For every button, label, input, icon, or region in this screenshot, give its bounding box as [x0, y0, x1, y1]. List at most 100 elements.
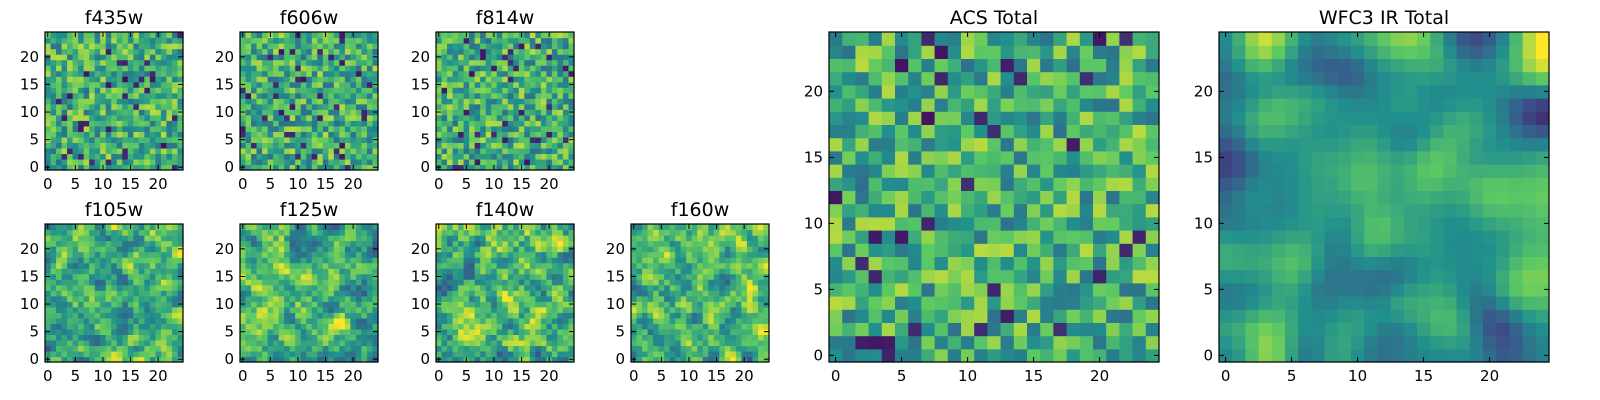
heatmap-cell: [636, 246, 643, 253]
heatmap-cell: [251, 334, 258, 341]
heatmap-cell: [496, 54, 503, 61]
heatmap-cell: [116, 290, 123, 297]
heatmap-cell: [546, 147, 553, 155]
heatmap-cell: [333, 81, 340, 88]
heatmap-cell: [524, 142, 531, 149]
heatmap-cell: [256, 312, 263, 319]
heatmap-cell: [961, 243, 975, 257]
heatmap-cell: [177, 350, 184, 358]
heatmap-cell: [502, 120, 509, 127]
heatmap-cell: [1145, 348, 1160, 363]
heatmap-cell: [105, 279, 112, 286]
heatmap-cell: [56, 103, 63, 110]
heatmap-cell: [355, 295, 363, 302]
heatmap-cell: [144, 153, 151, 160]
heatmap-cell: [56, 136, 63, 143]
heatmap-cell: [344, 339, 351, 347]
heatmap-cell: [366, 114, 374, 121]
heatmap-cell: [724, 284, 731, 291]
heatmap-cell: [719, 306, 726, 313]
heatmap-cell: [452, 131, 459, 138]
heatmap-cell: [155, 43, 162, 50]
heatmap-cell: [83, 323, 90, 330]
heatmap-cell: [763, 251, 770, 258]
heatmap-cell: [61, 235, 68, 242]
heatmap-cell: [518, 114, 525, 121]
heatmap-cell: [333, 87, 340, 94]
heatmap-cell: [311, 273, 318, 280]
heatmap-cell: [289, 273, 296, 280]
heatmap-cell: [529, 350, 536, 358]
heatmap-cell: [127, 279, 134, 286]
heatmap-cell: [289, 158, 296, 166]
heatmap-cell: [78, 87, 85, 94]
heatmap-cell: [333, 257, 340, 264]
heatmap-cell: [245, 103, 252, 110]
heatmap-cell: [56, 268, 63, 275]
heatmap-cell: [507, 345, 514, 352]
heatmap-cell: [463, 125, 470, 132]
heatmap-cell: [322, 312, 329, 319]
heatmap-cell: [513, 131, 520, 138]
heatmap-cell: [502, 76, 509, 83]
heatmap-cell: [328, 290, 335, 297]
heatmap-cell: [686, 262, 693, 269]
heatmap-cell: [333, 345, 340, 352]
heatmap-cell: [518, 251, 525, 258]
heatmap-cell: [441, 103, 448, 110]
heatmap-cell: [551, 229, 559, 236]
heatmap-cell: [491, 339, 498, 347]
heatmap-cell: [908, 296, 922, 310]
heatmap-cell: [78, 98, 85, 105]
heatmap-cell: [518, 268, 525, 275]
heatmap-cell: [100, 136, 107, 143]
heatmap-cell: [317, 87, 324, 94]
heatmap-cell: [300, 92, 307, 99]
heatmap-cell: [127, 306, 134, 313]
heatmap-cell: [256, 323, 263, 330]
heatmap-cell: [256, 290, 263, 297]
heatmap-cell: [502, 224, 509, 231]
heatmap-cell: [568, 224, 575, 231]
heatmap-cell: [67, 103, 74, 110]
heatmap-cell: [94, 246, 101, 253]
heatmap-cell: [1079, 282, 1094, 297]
heatmap-cell: [1093, 348, 1107, 363]
heatmap-cell: [122, 279, 129, 286]
heatmap-cell: [647, 273, 654, 280]
heatmap-cell: [339, 295, 346, 302]
heatmap-cell: [311, 59, 318, 66]
heatmap-cell: [868, 243, 883, 257]
heatmap-cell: [366, 317, 374, 324]
heatmap-cell: [78, 301, 85, 308]
heatmap-cell: [535, 312, 542, 319]
heatmap-cell: [333, 312, 340, 319]
heatmap-cell: [155, 229, 162, 236]
panel-title: f814w: [476, 7, 535, 29]
heatmap-cell: [452, 312, 459, 319]
heatmap-cell: [513, 240, 520, 247]
heatmap-cell: [344, 103, 351, 110]
heatmap-cell: [730, 317, 737, 324]
heatmap-cell: [350, 114, 357, 121]
heatmap-cell: [245, 131, 252, 138]
heatmap-cell: [546, 323, 553, 330]
heatmap-cell: [300, 235, 307, 242]
heatmap-cell: [485, 229, 492, 236]
heatmap-cell: [105, 251, 112, 258]
heatmap-cell: [763, 240, 770, 247]
heatmap-cell: [127, 48, 134, 55]
heatmap-cell: [741, 235, 748, 242]
y-tick-label: 20: [411, 48, 430, 66]
heatmap-cell: [333, 131, 340, 138]
heatmap-cell: [513, 114, 520, 121]
heatmap-cell: [551, 273, 559, 280]
heatmap-cell: [177, 257, 184, 264]
heatmap-cell: [278, 312, 285, 319]
heatmap-cell: [83, 279, 90, 286]
heatmap-cell: [105, 317, 112, 324]
heatmap-cell: [267, 284, 274, 291]
heatmap-cell: [311, 81, 318, 88]
heatmap-cell: [752, 323, 759, 330]
heatmap-cell: [89, 345, 96, 352]
